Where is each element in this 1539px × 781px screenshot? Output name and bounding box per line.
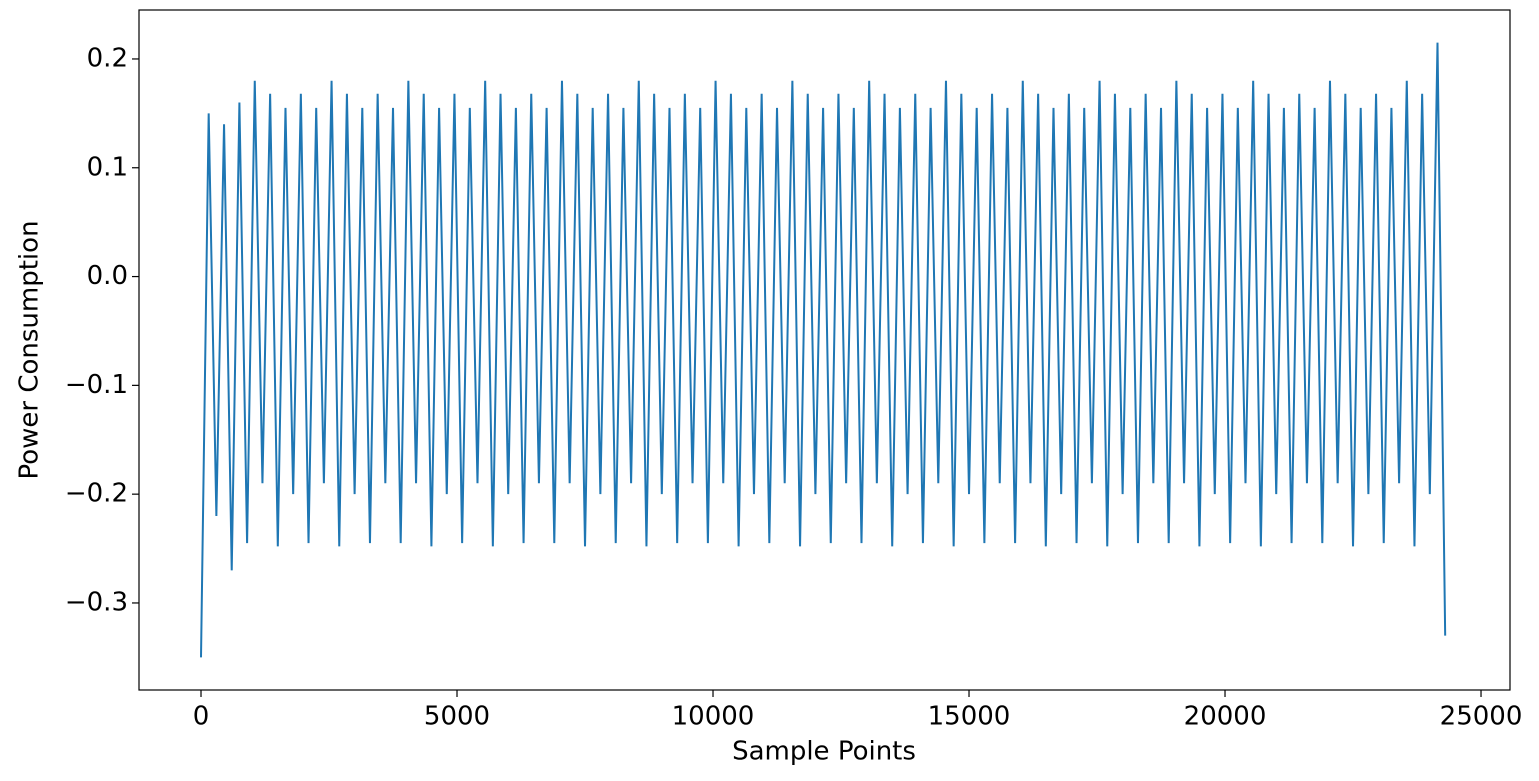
x-axis-label: Sample Points <box>732 737 916 767</box>
x-tick-label: 25000 <box>1440 702 1523 732</box>
y-tick-label: 0.2 <box>87 43 128 73</box>
y-tick-label: −0.2 <box>65 479 128 509</box>
y-tick-label: 0.1 <box>87 152 128 182</box>
y-tick-label: −0.1 <box>65 370 128 400</box>
x-tick-label: 5000 <box>424 702 490 732</box>
x-tick-label: 15000 <box>928 702 1011 732</box>
line-series <box>200 42 1447 658</box>
x-tick-label: 20000 <box>1184 702 1267 732</box>
y-axis-label: Power Consumption <box>15 220 45 479</box>
y-tick-label: 0.0 <box>87 261 128 291</box>
x-tick-label: 10000 <box>672 702 755 732</box>
x-tick-label: 0 <box>193 702 210 732</box>
y-tick-label: −0.3 <box>65 587 128 617</box>
plot-frame <box>138 9 1511 691</box>
